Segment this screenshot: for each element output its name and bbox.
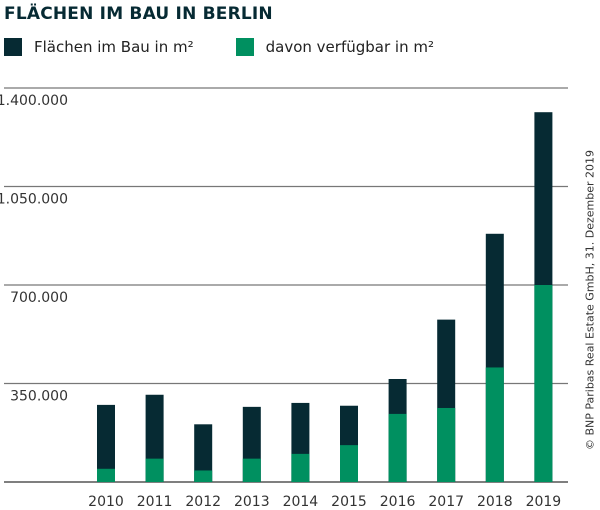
x-tick-label: 2014 bbox=[283, 494, 319, 510]
chart-title: FLÄCHEN IM BAU IN BERLIN bbox=[4, 4, 273, 24]
legend-item-available: davon verfügbar in m² bbox=[235, 38, 434, 56]
copyright-credit: © BNP Paribas Real Estate GmbH, 31. Deze… bbox=[583, 149, 597, 451]
y-tick-label: 350.000 bbox=[10, 389, 68, 405]
x-tick-label: 2017 bbox=[428, 494, 464, 510]
x-tick-label: 2015 bbox=[331, 494, 367, 510]
y-tick-label: 1.050.000 bbox=[0, 192, 68, 208]
x-tick-label: 2013 bbox=[234, 494, 270, 510]
bar-available bbox=[97, 468, 115, 482]
bar-available bbox=[534, 285, 553, 482]
bar-available bbox=[145, 458, 164, 482]
legend-label-available: davon verfügbar in m² bbox=[265, 38, 434, 56]
x-tick-label: 2018 bbox=[477, 494, 513, 510]
bar-available bbox=[485, 367, 504, 482]
x-tick-label: 2019 bbox=[526, 494, 562, 510]
bar-total bbox=[97, 404, 115, 482]
legend-item-total: Flächen im Bau in m² bbox=[4, 38, 194, 56]
bar-available bbox=[291, 453, 310, 482]
bar-available bbox=[242, 458, 261, 482]
x-tick-label: 2010 bbox=[88, 494, 124, 510]
x-tick-label: 2011 bbox=[137, 494, 173, 510]
bar-available bbox=[194, 470, 213, 482]
bar-available bbox=[388, 413, 407, 482]
legend-label-total: Flächen im Bau in m² bbox=[34, 38, 194, 56]
y-tick-label: 700.000 bbox=[10, 290, 68, 306]
bar-available bbox=[340, 445, 358, 482]
legend-swatch-available bbox=[235, 38, 254, 56]
y-tick-label: 1.400.000 bbox=[0, 93, 68, 109]
bar-available bbox=[437, 407, 456, 482]
x-tick-label: 2012 bbox=[185, 494, 221, 510]
legend: Flächen im Bau in m² davon verfügbar in … bbox=[4, 38, 476, 56]
bar-total bbox=[194, 424, 213, 482]
x-tick-label: 2016 bbox=[380, 494, 416, 510]
legend-swatch-total bbox=[4, 38, 22, 56]
